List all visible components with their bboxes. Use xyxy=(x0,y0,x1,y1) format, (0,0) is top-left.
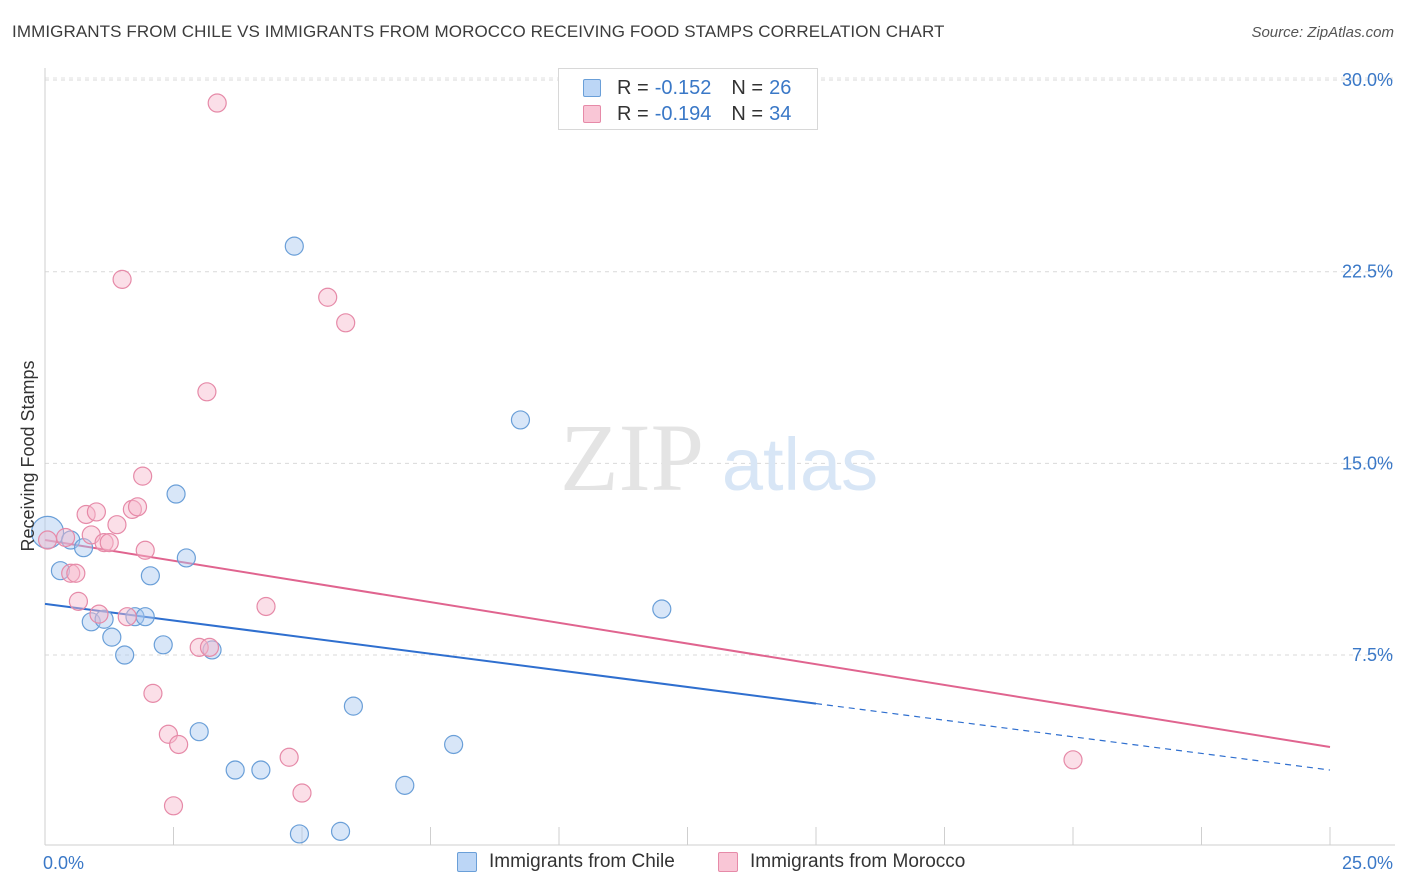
chile-point xyxy=(395,775,415,795)
chile-point xyxy=(135,607,155,627)
morocco-point xyxy=(86,502,107,522)
chile-point xyxy=(652,599,672,619)
morocco-point xyxy=(207,93,227,113)
chile-point xyxy=(30,515,65,549)
trend-lines xyxy=(44,539,1331,771)
chile-point xyxy=(125,607,145,627)
chile-point xyxy=(189,722,209,742)
morocco-point xyxy=(169,734,189,755)
chile-point xyxy=(289,824,310,844)
n-label: N = xyxy=(731,102,764,125)
stats-legend-morocco: R = -0.194 N = 34 xyxy=(583,102,791,126)
n-value: 34 xyxy=(769,102,792,125)
morocco-point xyxy=(61,563,81,583)
chile-point xyxy=(176,548,196,568)
r-label: R = xyxy=(617,76,649,99)
morocco-point xyxy=(197,382,217,402)
morocco-point xyxy=(122,499,142,519)
morocco-point xyxy=(189,637,209,657)
chile-point xyxy=(94,609,114,629)
morocco-point xyxy=(68,591,89,611)
legend-item-morocco[interactable]: Immigrants from Morocco xyxy=(718,851,965,873)
chile-point xyxy=(444,734,464,755)
chile-swatch xyxy=(583,79,601,97)
morocco-point xyxy=(158,724,178,744)
morocco-trend-line xyxy=(44,539,1331,749)
chile-point xyxy=(140,566,160,586)
chile-point xyxy=(102,627,122,647)
watermark-atlas: atlas xyxy=(722,423,878,506)
chile-point xyxy=(166,484,186,504)
morocco-swatch xyxy=(718,852,738,872)
chile-point xyxy=(284,236,304,256)
y-tick-label: 30.0% xyxy=(1342,70,1393,90)
chile-point xyxy=(251,760,271,780)
morocco-point xyxy=(55,527,76,548)
chile-point xyxy=(510,410,531,430)
data-points xyxy=(30,93,1083,844)
morocco-point xyxy=(143,683,163,703)
morocco-point xyxy=(318,287,338,307)
morocco-point xyxy=(37,530,58,550)
n-label: N = xyxy=(731,76,764,99)
source-label: Source: ZipAtlas.com xyxy=(1251,24,1394,41)
morocco-point xyxy=(279,747,299,767)
chile-point xyxy=(115,645,135,665)
r-value: -0.152 xyxy=(654,76,712,99)
x-tick-label: 25.0% xyxy=(1342,853,1393,873)
watermark: ZIP atlas xyxy=(560,404,878,511)
chile-point xyxy=(225,760,245,780)
x-tick-label: 0.0% xyxy=(43,853,84,873)
y-tick-label: 22.5% xyxy=(1342,262,1393,282)
morocco-point xyxy=(256,596,276,617)
r-value: -0.194 xyxy=(654,102,712,125)
morocco-point xyxy=(292,783,312,803)
morocco-point xyxy=(163,796,184,816)
morocco-point xyxy=(127,497,148,517)
chile-point xyxy=(330,821,351,841)
chile-swatch xyxy=(457,852,477,872)
morocco-point xyxy=(66,563,86,583)
series-legend: Immigrants from Chile Immigrants from Mo… xyxy=(0,851,1406,877)
axes xyxy=(44,68,1395,846)
stats-legend-chile: R = -0.152 N = 26 xyxy=(583,76,791,100)
morocco-point xyxy=(117,607,137,627)
morocco-point xyxy=(133,466,153,486)
morocco-point xyxy=(135,540,155,560)
morocco-point xyxy=(112,269,132,289)
chile-point xyxy=(153,635,173,655)
n-value: 26 xyxy=(769,76,792,99)
morocco-point xyxy=(336,313,356,333)
grid xyxy=(45,77,1395,656)
legend-label-chile: Immigrants from Chile xyxy=(489,851,675,872)
legend-label-morocco: Immigrants from Morocco xyxy=(750,851,966,872)
morocco-point xyxy=(94,532,114,553)
y-tick-label: 7.5% xyxy=(1352,645,1393,665)
morocco-point xyxy=(99,532,119,553)
morocco-point xyxy=(107,515,127,535)
tick-labels: 7.5% 15.0% 22.5% 30.0% 0.0% 25.0% xyxy=(43,70,1393,873)
chile-trend-line xyxy=(44,602,817,705)
morocco-point xyxy=(1063,750,1083,770)
y-axis-label: Receiving Food Stamps xyxy=(18,360,38,551)
watermark-zip: ZIP xyxy=(560,404,704,511)
r-label: R = xyxy=(617,102,649,125)
stats-legend: R = -0.152 N = 26 R = -0.194 N = 34 xyxy=(558,68,818,130)
legend-item-chile[interactable]: Immigrants from Chile xyxy=(457,851,675,873)
chart-title: IMMIGRANTS FROM CHILE VS IMMIGRANTS FROM… xyxy=(12,22,945,41)
morocco-point xyxy=(89,604,109,624)
chile-point xyxy=(343,696,363,716)
morocco-point xyxy=(199,637,220,657)
chile-trend-extension xyxy=(815,702,1331,771)
y-tick-label: 15.0% xyxy=(1342,453,1393,473)
morocco-swatch xyxy=(583,105,601,123)
